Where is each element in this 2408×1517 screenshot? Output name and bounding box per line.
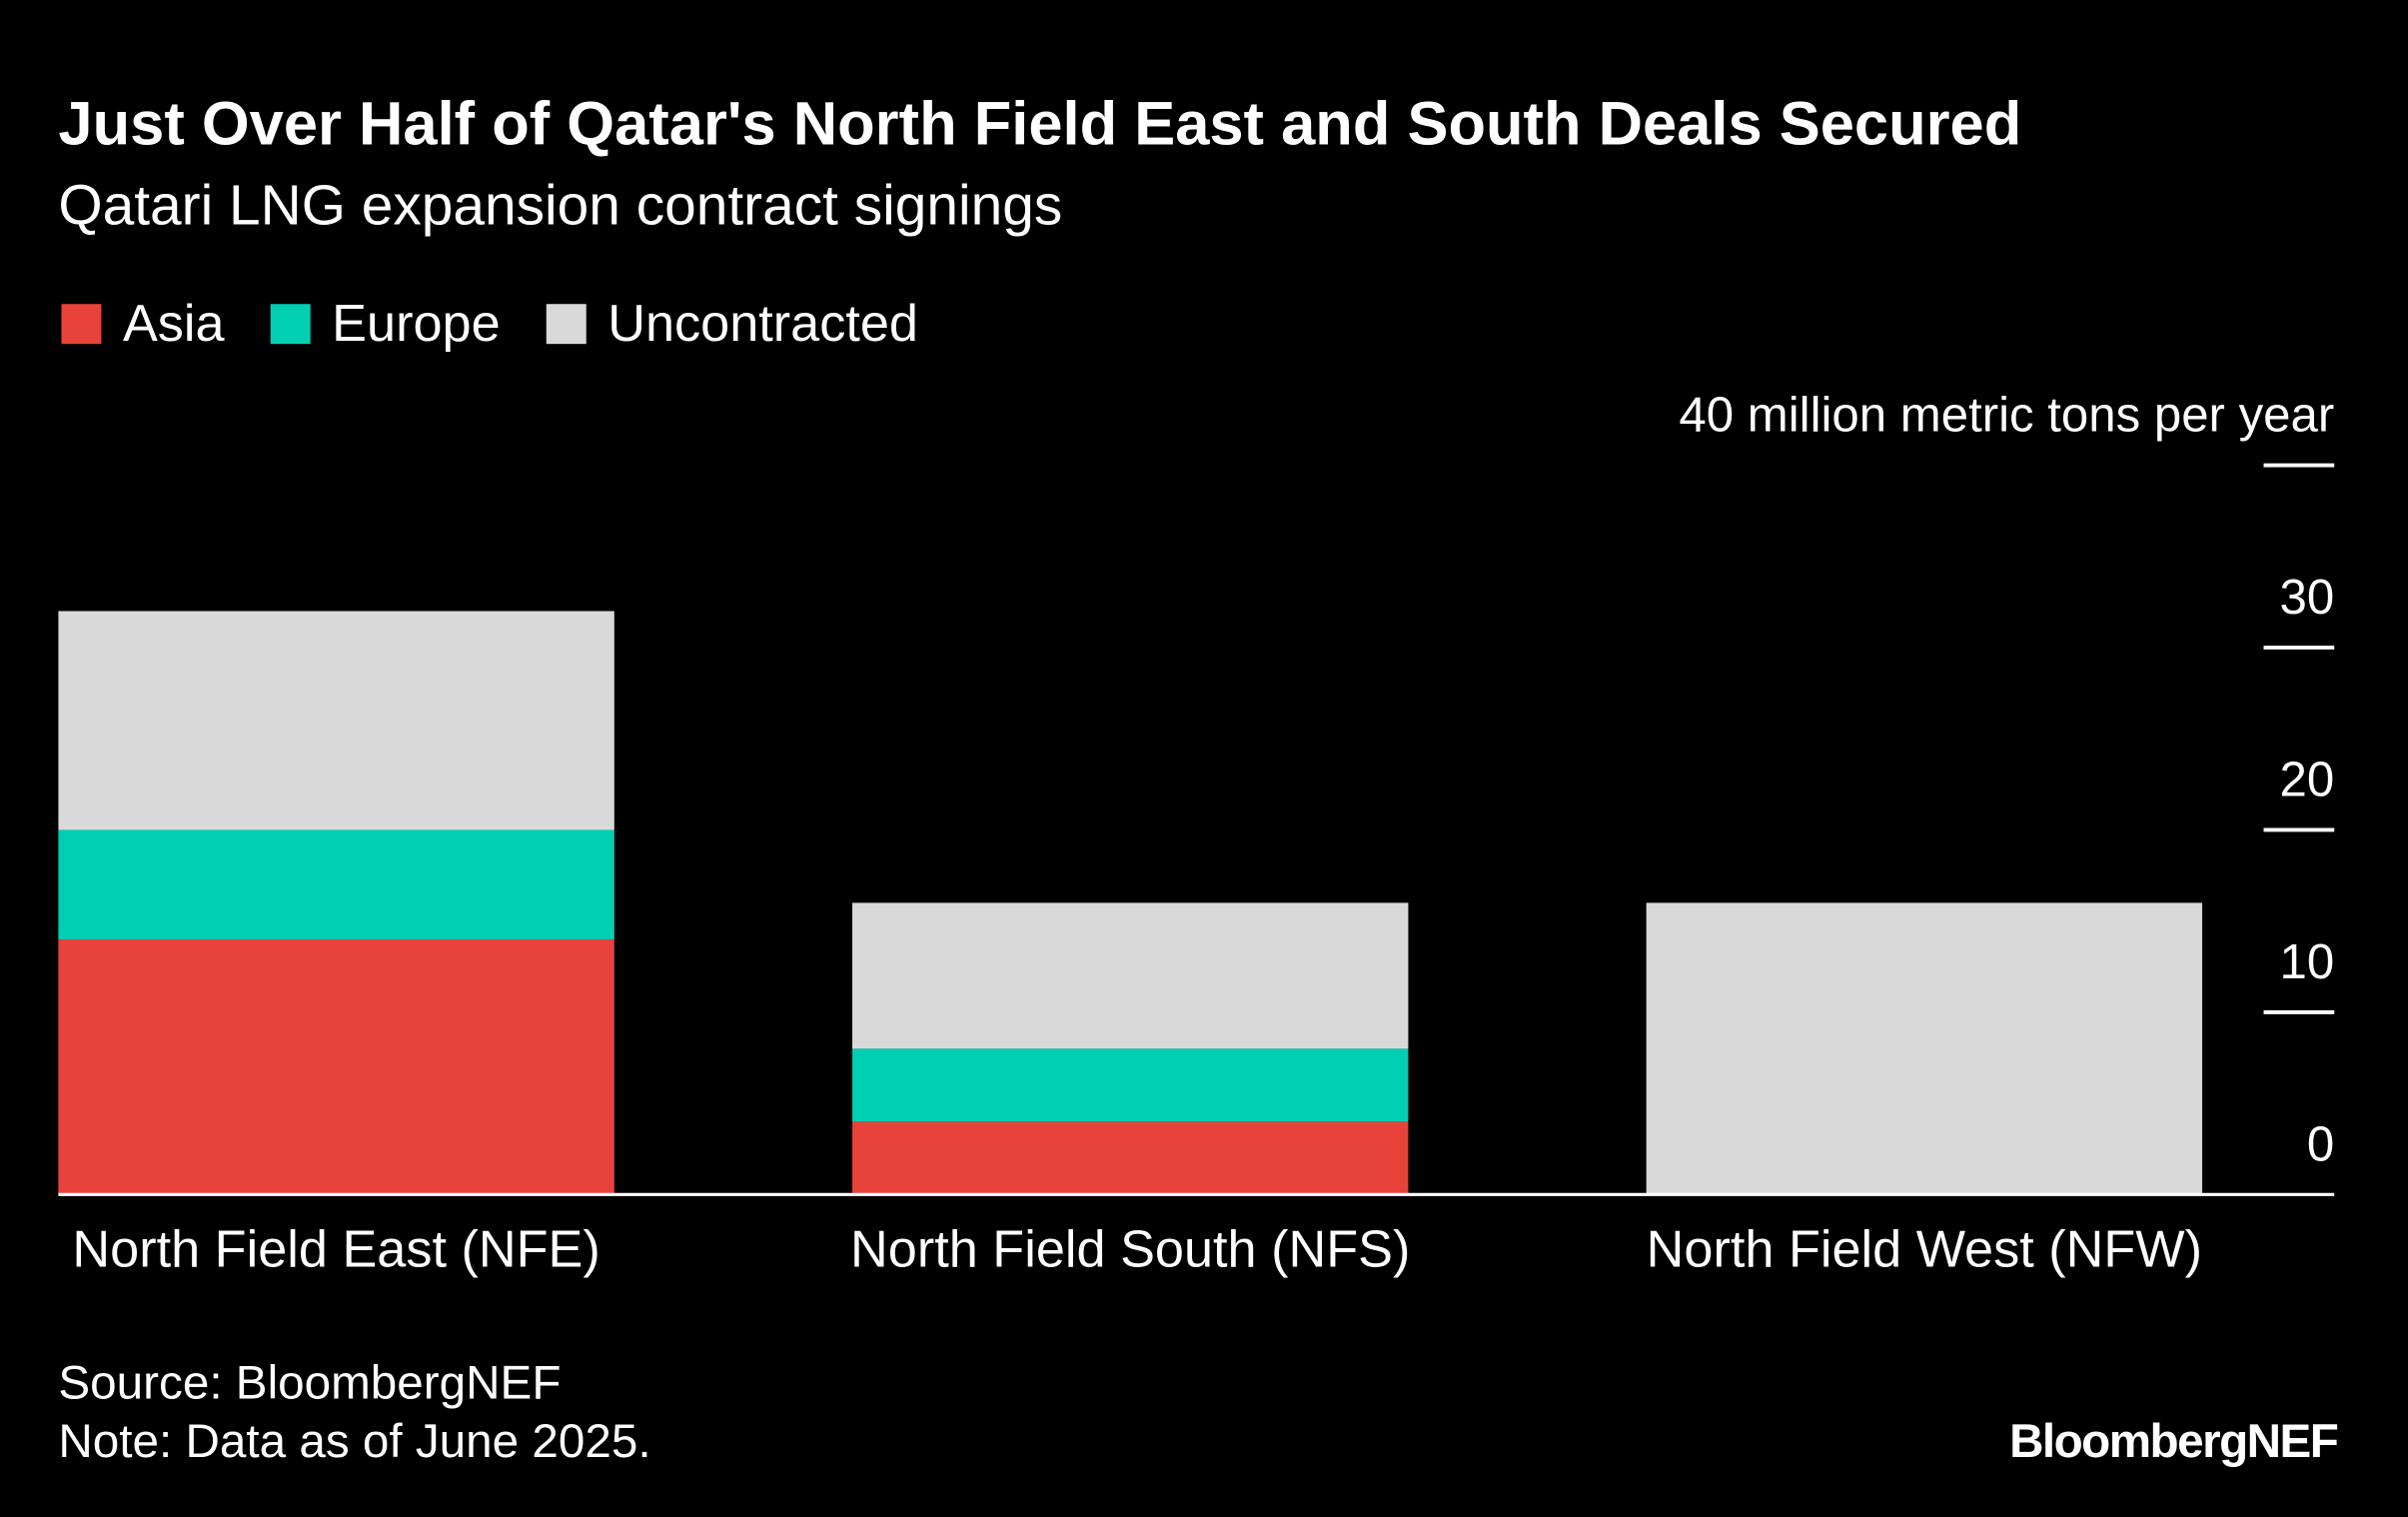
bar-segment <box>852 1121 1409 1195</box>
y-tick-label: 40 million metric tons per year <box>1679 388 2334 443</box>
chart-subtitle: Qatari LNG expansion contract signings <box>58 174 1062 237</box>
x-tick-label: North Field South (NFS) <box>850 1221 1410 1279</box>
y-tick-label: 30 <box>2280 570 2335 625</box>
legend-label: Uncontracted <box>607 295 918 353</box>
note: Note: Data as of June 2025. <box>58 1415 650 1468</box>
y-tick-label: 0 <box>2307 1117 2334 1172</box>
logo: BloombergNEF <box>2009 1415 2338 1468</box>
chart-title: Just Over Half of Qatar's North Field Ea… <box>58 89 2021 158</box>
bar-segment <box>852 1048 1409 1122</box>
bar-segment <box>58 829 614 939</box>
legend-label: Asia <box>123 295 226 353</box>
bar-segment <box>58 611 614 830</box>
bar-segment <box>852 902 1409 1049</box>
legend-label: Europe <box>332 295 500 353</box>
bar-segment <box>58 938 614 1195</box>
legend-swatch <box>270 304 311 345</box>
x-tick-label: North Field West (NFW) <box>1647 1221 2202 1279</box>
y-tick-label: 10 <box>2280 934 2335 989</box>
x-tick-label: North Field East (NFE) <box>72 1221 600 1279</box>
y-tick-label: 20 <box>2280 753 2335 807</box>
legend-swatch <box>546 304 587 345</box>
source: Source: BloombergNEF <box>58 1357 561 1410</box>
bar-segment <box>1646 902 2203 1195</box>
legend-swatch <box>61 304 102 345</box>
